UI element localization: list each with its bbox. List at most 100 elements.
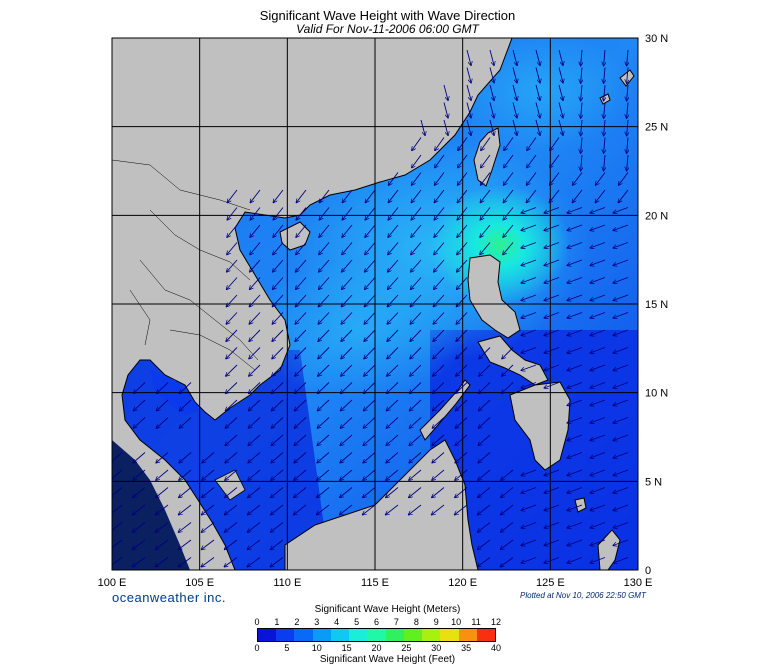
wave-direction-arrow <box>535 84 540 101</box>
wave-direction-arrow <box>432 434 445 446</box>
wave-direction-arrow <box>318 294 330 307</box>
wave-direction-arrow <box>249 312 261 325</box>
map-frame <box>111 37 639 571</box>
wave-direction-arrow <box>590 434 606 441</box>
wave-direction-arrow <box>296 242 307 255</box>
wave-direction-arrow <box>590 557 606 564</box>
wave-direction-arrow <box>179 382 192 394</box>
colorbar-swatch <box>440 629 459 641</box>
latitude-label: 30 N <box>645 33 668 45</box>
latitude-label: 10 N <box>645 388 668 400</box>
wave-direction-arrow <box>317 382 330 394</box>
wave-direction-arrow <box>435 137 445 151</box>
wave-direction-arrow <box>604 154 605 171</box>
light-field-2 <box>250 260 470 400</box>
longitude-label: 125 E <box>536 577 565 589</box>
wave-direction-arrow <box>590 224 606 231</box>
wave-direction-arrow <box>613 504 629 511</box>
wave-direction-arrow <box>409 452 422 463</box>
wave-direction-arrow <box>295 277 307 290</box>
wave-direction-arrow <box>595 189 606 203</box>
wave-direction-arrow <box>478 452 491 463</box>
meters-tick: 4 <box>334 617 339 627</box>
wave-direction-arrow <box>433 277 445 290</box>
longitude-labels: 100 E 105 E 110 E 115 E 120 E 125 E 130 E <box>98 577 653 589</box>
wave-direction-arrow <box>385 504 399 515</box>
feet-tick: 15 <box>342 643 352 653</box>
wave-direction-arrow <box>431 504 445 515</box>
wave-direction-arrow <box>489 119 494 136</box>
wave-direction-arrow <box>112 539 123 550</box>
wave-direction-arrow <box>627 102 628 119</box>
meters-tick: 7 <box>394 617 399 627</box>
wave-direction-arrow <box>489 49 494 66</box>
wave-direction-arrow <box>410 277 422 290</box>
wave-direction-arrow <box>248 487 261 498</box>
feet-tick: 25 <box>401 643 411 653</box>
land-islet-east <box>574 497 587 513</box>
wave-direction-arrow <box>567 224 583 231</box>
legend-feet-title: Significant Wave Height (Feet) <box>319 654 456 665</box>
wave-direction-arrow <box>294 487 307 498</box>
wave-direction-arrow <box>319 224 330 237</box>
wave-direction-arrow <box>478 469 491 480</box>
wave-direction-arrow <box>590 277 606 284</box>
wave-direction-arrow <box>604 137 605 154</box>
wave-direction-arrow <box>627 67 628 84</box>
wave-direction-arrow <box>202 469 215 480</box>
wave-direction-arrow <box>227 242 238 255</box>
wave-direction-arrow <box>202 452 215 463</box>
wave-direction-arrow <box>443 84 448 101</box>
wave-direction-arrow <box>363 452 376 463</box>
wave-direction-arrow <box>480 224 491 237</box>
wave-direction-arrow <box>558 102 563 119</box>
wave-direction-arrow <box>512 102 517 119</box>
wave-direction-arrow <box>295 312 307 325</box>
wave-direction-arrow <box>178 557 192 567</box>
wave-direction-arrow <box>156 452 169 463</box>
wave-direction-arrow <box>432 469 445 480</box>
wave-direction-arrow <box>226 329 238 342</box>
wave-direction-arrow <box>455 399 468 411</box>
wave-direction-arrow <box>604 119 605 136</box>
wave-direction-arrow <box>250 224 261 237</box>
wave-direction-arrow <box>590 452 606 459</box>
wave-direction-arrow <box>567 469 583 476</box>
wave-direction-arrow <box>342 189 353 203</box>
wave-direction-arrow <box>613 277 629 284</box>
wave-direction-arrow <box>613 347 629 354</box>
wave-direction-arrow <box>296 189 307 203</box>
wave-direction-arrow <box>613 557 629 564</box>
wave-direction-arrow <box>179 469 192 480</box>
wave-direction-arrow <box>558 67 563 84</box>
wave-direction-arrow <box>481 154 491 168</box>
wave-direction-arrow <box>247 539 261 550</box>
wave-direction-arrow <box>544 207 560 214</box>
wave-direction-arrow <box>550 154 560 168</box>
wave-direction-arrow <box>434 189 445 203</box>
meters-tick: 9 <box>434 617 439 627</box>
meters-tick: 1 <box>274 617 279 627</box>
wave-direction-arrow <box>478 382 491 394</box>
wave-direction-arrow <box>590 347 606 354</box>
wave-direction-arrow <box>432 487 445 498</box>
wave-direction-arrow <box>455 382 468 394</box>
wave-direction-arrow <box>365 242 376 255</box>
meters-tick: 10 <box>451 617 461 627</box>
wave-direction-arrow <box>604 49 605 66</box>
wave-direction-arrow <box>155 557 169 567</box>
wave-direction-arrow <box>248 434 261 446</box>
wave-direction-arrow <box>112 469 123 480</box>
wave-direction-arrow <box>319 207 330 221</box>
wave-direction-arrow <box>544 294 560 301</box>
wave-direction-arrow <box>454 504 468 515</box>
wave-direction-arrow <box>411 224 422 237</box>
wave-direction-arrow <box>567 382 583 389</box>
wave-direction-arrow <box>112 504 123 515</box>
wave-direction-arrow <box>479 364 491 376</box>
wave-direction-arrow <box>271 382 284 394</box>
wave-direction-arrow <box>590 312 606 319</box>
wave-direction-arrow <box>319 189 330 203</box>
